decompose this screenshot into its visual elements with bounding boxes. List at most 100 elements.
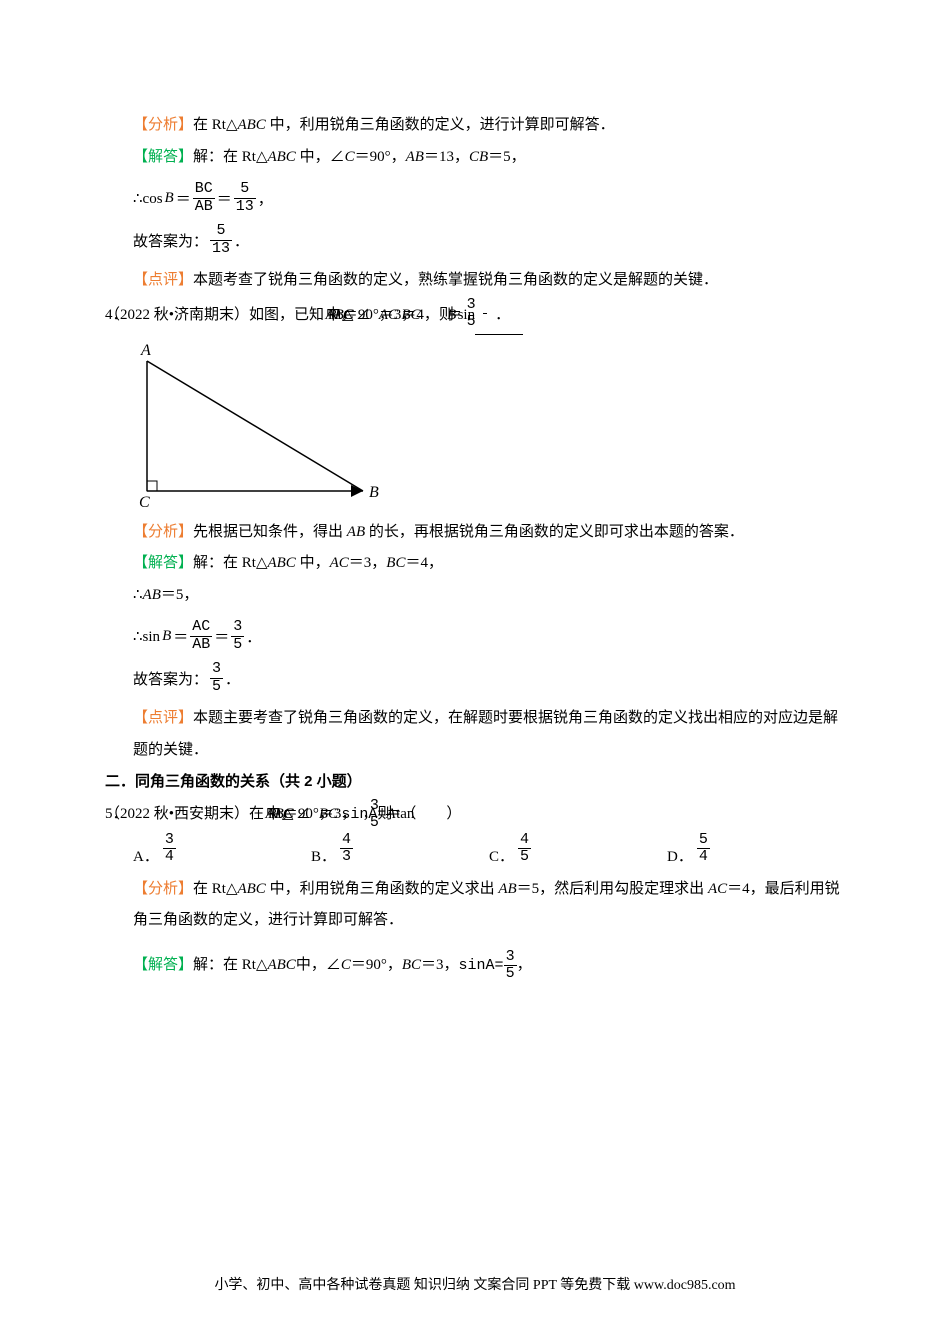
analysis-2: 【分析】先根据已知条件，得出 AB 的长，再根据锐角三角函数的定义即可求出本题的… bbox=[105, 517, 845, 549]
text: 中，利用锐角三角函数的定义求出 bbox=[266, 881, 499, 897]
opt-label: D． bbox=[667, 845, 693, 866]
text: 中，∠ bbox=[296, 950, 341, 982]
text: ＝13， bbox=[424, 149, 469, 165]
text: 先根据已知条件，得出 bbox=[193, 524, 347, 540]
q5: 5．（2022 秋•西安期末）在 Rt△ABC 中，∠C＝90°，BC＝3， s… bbox=[105, 798, 845, 832]
opt-label: B． bbox=[311, 845, 336, 866]
eq: ＝ bbox=[214, 626, 229, 647]
eq: ＝ bbox=[176, 188, 191, 209]
analysis-label: 【分析】 bbox=[133, 117, 193, 133]
text: 解：在 Rt△ bbox=[193, 950, 267, 982]
num: 3 bbox=[210, 661, 223, 679]
text: ＝90°， bbox=[355, 149, 406, 165]
den: 4 bbox=[697, 849, 710, 866]
cos-var: B bbox=[165, 190, 174, 207]
text: ＝5， bbox=[488, 149, 526, 165]
q4: 4．（2022 秋•济南期末）如图，已知 Rt△ABC 中，∠C＝90°，AC＝… bbox=[105, 297, 845, 335]
period: ． bbox=[234, 230, 249, 251]
fraction: 43 bbox=[340, 832, 353, 866]
answer-2-ab: ∴AB＝5， bbox=[105, 580, 845, 612]
sin-formula: ∴sinB＝ ACAB ＝ 35 ． bbox=[105, 619, 845, 653]
eq: ＝ bbox=[173, 626, 188, 647]
label-c: C bbox=[139, 494, 150, 511]
num: BC bbox=[193, 181, 215, 199]
answer-1-line1: 【解答】解：在 Rt△ABC 中，∠C＝90°，AB＝13，CB＝5， bbox=[105, 142, 845, 174]
text: 中，利用锐角三角函数的定义，进行计算即可解答． bbox=[266, 117, 615, 133]
text: 本题主要考查了锐角三角函数的定义，在解题时要根据锐角三角函数的定义找出相应的对应… bbox=[133, 710, 838, 758]
den: 5 bbox=[518, 849, 531, 866]
label-b: B bbox=[369, 484, 379, 501]
c: C bbox=[345, 149, 355, 165]
num: 4 bbox=[518, 832, 531, 850]
section-2-title: 二．同角三角函数的关系（共 2 小题） bbox=[105, 766, 845, 798]
comment-1: 【点评】本题考查了锐角三角函数的定义，熟练掌握锐角三角函数的定义是解题的关键． bbox=[105, 265, 845, 297]
abc: ABC bbox=[237, 881, 265, 897]
fraction: 45 bbox=[518, 832, 531, 866]
fraction: 54 bbox=[697, 832, 710, 866]
num: 3 bbox=[231, 619, 244, 637]
den: 13 bbox=[210, 241, 232, 258]
text: （2022 秋•济南期末）如图，已知 Rt△ bbox=[133, 300, 353, 332]
sin-prefix: ∴sin bbox=[133, 627, 160, 646]
text: 的长，再根据锐角三角函数的定义即可求出本题的答案． bbox=[365, 524, 744, 540]
comment-label: 【点评】 bbox=[133, 710, 193, 726]
comment-label: 【点评】 bbox=[133, 272, 193, 288]
answer-1-result: 故答案为： 513 ． bbox=[105, 223, 845, 257]
opt-label: C． bbox=[489, 845, 514, 866]
option-d[interactable]: D． 54 bbox=[667, 832, 845, 866]
fraction: 35 bbox=[231, 619, 244, 653]
analysis-label: 【分析】 bbox=[133, 881, 193, 897]
num: 5 bbox=[210, 223, 232, 241]
option-b[interactable]: B． 43 bbox=[311, 832, 489, 866]
q5-options: A． 34 B． 43 C． 45 D． 54 bbox=[105, 832, 845, 866]
cos-formula: ∴cosB＝ BCAB ＝ 513 ， bbox=[105, 181, 845, 215]
fraction: 35 bbox=[210, 661, 223, 695]
text: 中， bbox=[296, 555, 330, 571]
num: 3 bbox=[483, 297, 487, 315]
triangle-figure: A C B bbox=[133, 341, 393, 511]
text: 在 Rt△ bbox=[193, 881, 237, 897]
bc: BC bbox=[386, 555, 405, 571]
text: 在 Rt△ bbox=[193, 117, 237, 133]
ab: AB bbox=[406, 149, 424, 165]
ab: AB bbox=[498, 881, 516, 897]
fraction: 34 bbox=[163, 832, 176, 866]
opt-label: A． bbox=[133, 845, 159, 866]
footer-text: 小学、初中、高中各种试卷真题 知识归纳 文案合同 PPT 等免费下载 www.d… bbox=[214, 1278, 735, 1293]
comma: ， bbox=[517, 950, 532, 982]
option-c[interactable]: C． 45 bbox=[489, 832, 667, 866]
ans-prefix: 故答案为： bbox=[133, 668, 208, 689]
eq: ＝ bbox=[217, 188, 232, 209]
ac: AC bbox=[708, 881, 727, 897]
abc: ABC bbox=[237, 117, 265, 133]
option-a[interactable]: A． 34 bbox=[133, 832, 311, 866]
fraction: ACAB bbox=[190, 619, 212, 653]
num: 3 bbox=[504, 949, 517, 967]
analysis-3: 【分析】在 Rt△ABC 中，利用锐角三角函数的定义求出 AB＝5，然后利用勾股… bbox=[105, 874, 845, 937]
num: 4 bbox=[340, 832, 353, 850]
answer-label: 【解答】 bbox=[133, 149, 193, 165]
den: 4 bbox=[163, 849, 176, 866]
ans-prefix: 故答案为： bbox=[133, 230, 208, 251]
ab: AB bbox=[347, 524, 365, 540]
text: ＝5，然后利用勾股定理求出 bbox=[517, 881, 708, 897]
num: AC bbox=[190, 619, 212, 637]
period: ． bbox=[246, 626, 261, 647]
analysis-1: 【分析】在 Rt△ABC 中，利用锐角三角函数的定义，进行计算即可解答． bbox=[105, 110, 845, 142]
analysis-label: 【分析】 bbox=[133, 524, 193, 540]
text: 解：在 Rt△ bbox=[193, 555, 267, 571]
comment-2: 【点评】本题主要考查了锐角三角函数的定义，在解题时要根据锐角三角函数的定义找出相… bbox=[105, 703, 845, 766]
period: ． bbox=[225, 668, 240, 689]
label-a: A bbox=[140, 342, 151, 359]
answer-label: 【解答】 bbox=[133, 950, 193, 982]
text: ＝3， bbox=[421, 950, 459, 982]
num: 5 bbox=[697, 832, 710, 850]
answer-label: 【解答】 bbox=[133, 555, 193, 571]
num: 3 bbox=[163, 832, 176, 850]
ab: AB bbox=[143, 587, 161, 603]
den: AB bbox=[190, 637, 212, 654]
comma: ， bbox=[258, 188, 273, 209]
c: C bbox=[341, 950, 351, 982]
den: 3 bbox=[340, 849, 353, 866]
cos-prefix: ∴cos bbox=[133, 189, 163, 208]
